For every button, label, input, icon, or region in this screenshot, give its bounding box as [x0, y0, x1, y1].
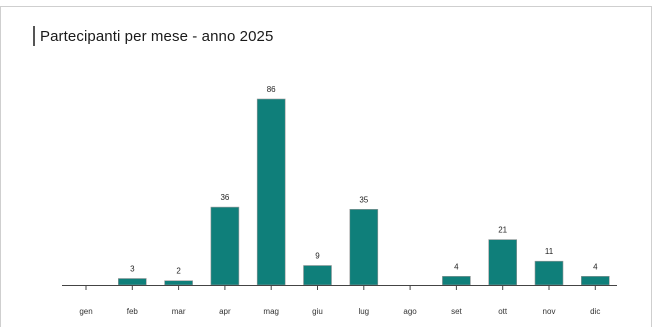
bar-nov [534, 260, 564, 286]
x-tick-label-gen: gen [79, 307, 92, 316]
x-tick-labels-group: gen feb mar apr mag giu lug ago set ott nov dic [79, 307, 600, 316]
bar-mar [164, 280, 193, 286]
bar-ott [488, 239, 518, 286]
x-tick-label-nov: nov [543, 307, 556, 316]
x-ticks-group [85, 285, 596, 290]
value-label-apr: 36 [220, 193, 229, 202]
bar-dic [580, 275, 610, 286]
value-label-mar: 2 [176, 267, 181, 276]
value-label-nov: 11 [545, 247, 554, 256]
chart-title-block: Partecipanti per mese - anno 2025 [33, 25, 273, 47]
x-tick-label-feb: feb [127, 307, 139, 316]
x-tick-label-ott: ott [498, 307, 508, 316]
title-accent-bar [33, 26, 35, 46]
x-tick-label-set: set [451, 307, 462, 316]
bar-mag [256, 98, 286, 286]
value-label-giu: 9 [315, 252, 320, 261]
value-label-mag: 86 [267, 85, 276, 94]
bar-feb [118, 278, 147, 286]
chart-title: Partecipanti per mese - anno 2025 [40, 27, 274, 45]
x-tick-label-dic: dic [590, 307, 600, 316]
value-labels-group: 3 2 36 86 9 35 4 21 11 4 [130, 85, 598, 276]
bar-lug [349, 209, 379, 286]
x-tick-label-mag: mag [263, 307, 279, 316]
value-label-lug: 35 [359, 195, 368, 204]
x-tick-label-giu: giu [312, 307, 323, 316]
value-label-dic: 4 [593, 262, 598, 271]
x-tick-label-lug: lug [358, 307, 369, 316]
bars-group [118, 98, 610, 286]
bar-set [442, 275, 471, 286]
value-label-set: 4 [454, 262, 459, 271]
bar-giu [303, 265, 332, 286]
x-tick-label-mar: mar [172, 307, 186, 316]
value-label-feb: 3 [130, 265, 135, 274]
value-label-ott: 21 [498, 226, 507, 235]
x-tick-label-apr: apr [219, 307, 231, 316]
bar-apr [210, 206, 240, 286]
x-tick-label-ago: ago [403, 307, 417, 316]
